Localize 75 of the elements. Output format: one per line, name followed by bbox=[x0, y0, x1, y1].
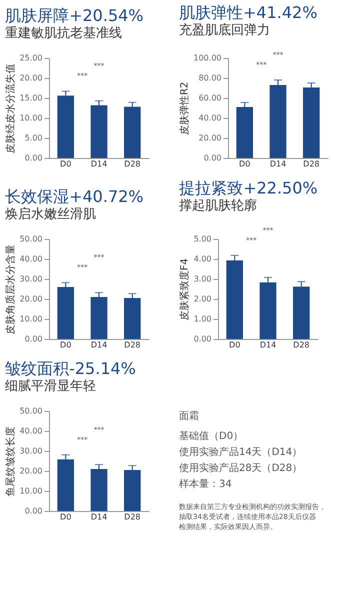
text: 样本量：34 bbox=[179, 478, 232, 490]
y-tick-label: 10.00 bbox=[20, 114, 42, 122]
y-tick-label: 20.00 bbox=[20, 466, 42, 476]
x-tick-label: D0 bbox=[239, 160, 250, 168]
y-tick-label: 20.00 bbox=[20, 294, 42, 304]
bar bbox=[57, 96, 74, 158]
y-tick-label: 10.00 bbox=[20, 486, 42, 496]
chart-subtitle: 撑起肌肤轮廓 bbox=[179, 198, 258, 214]
y-tick-label: 5.00 bbox=[194, 234, 212, 244]
y-tick-label: 1.00 bbox=[194, 314, 212, 324]
y-tick-label: 0.00 bbox=[24, 506, 42, 516]
x-tick-label: D14 bbox=[90, 512, 108, 522]
x-tick-label: D28 bbox=[293, 340, 310, 350]
y-tick-label: 0.00 bbox=[194, 334, 212, 344]
bar bbox=[226, 260, 243, 339]
y-axis-title: 皮肤紧致度F4 bbox=[178, 258, 191, 321]
y-tick-label: 60.00 bbox=[198, 94, 222, 102]
bar bbox=[90, 297, 108, 339]
y-axis-title: 皮肤经皮水分流失值 bbox=[4, 64, 17, 154]
y-tick-label: 40.00 bbox=[20, 426, 42, 436]
y-tick-label: 30.00 bbox=[20, 274, 42, 284]
y-tick-label: 20.00 bbox=[20, 74, 42, 82]
x-tick-label: D0 bbox=[60, 340, 72, 350]
x-tick-label: D14 bbox=[270, 160, 286, 168]
chart-subtitle: 细腻平滑显年轻 bbox=[5, 379, 96, 394]
x-tick-label: D0 bbox=[60, 160, 72, 168]
x-tick-label: D28 bbox=[124, 512, 141, 522]
y-tick-label: 20.00 bbox=[198, 134, 222, 142]
y-tick-label: 40.00 bbox=[198, 114, 222, 122]
bar bbox=[124, 298, 141, 339]
y-tick-label: 0.00 bbox=[24, 154, 42, 162]
bar bbox=[303, 88, 320, 158]
y-tick-label: 50.00 bbox=[20, 234, 42, 244]
x-tick-label: D14 bbox=[90, 340, 108, 350]
y-axis-title: 皮肤弹性R2 bbox=[178, 82, 191, 136]
chart-title: 长效保湿+40.72% bbox=[5, 187, 144, 206]
bar bbox=[57, 287, 74, 339]
y-tick-label: 4.00 bbox=[194, 254, 212, 264]
chart-title: 肌肤屏障+20.54% bbox=[5, 6, 144, 25]
y-tick-label: 40.00 bbox=[20, 254, 42, 264]
y-tick-label: 80.00 bbox=[198, 74, 222, 82]
text: 使用实验产品14天（D14） bbox=[179, 446, 302, 458]
y-tick-label: 2.00 bbox=[194, 294, 212, 304]
text: 使用实验产品28天（D28） bbox=[179, 462, 302, 474]
y-tick-label: 15.00 bbox=[20, 94, 42, 102]
text: 面霜 bbox=[179, 411, 199, 422]
x-tick-label: D0 bbox=[229, 340, 240, 350]
y-tick-label: 0.00 bbox=[204, 154, 222, 162]
y-tick-label: 10.00 bbox=[20, 314, 42, 324]
y-tick-label: 5.00 bbox=[24, 134, 42, 142]
y-tick-label: 3.00 bbox=[194, 274, 212, 284]
y-tick-label: 30.00 bbox=[20, 446, 42, 456]
x-tick-label: D28 bbox=[124, 160, 141, 168]
y-axis-title: 鱼尾纹皱纹长度 bbox=[4, 426, 17, 496]
x-tick-label: D28 bbox=[303, 160, 320, 168]
chart-title: 肌肤弹性+41.42% bbox=[179, 3, 318, 22]
x-tick-label: D14 bbox=[260, 340, 276, 350]
x-tick-label: D14 bbox=[90, 160, 108, 168]
chart-subtitle: 焕启水嫩丝滑肌 bbox=[5, 206, 96, 222]
chart-subtitle: 充盈肌底回弹力 bbox=[179, 23, 270, 38]
chart-subtitle: 重建敏肌抗老基准线 bbox=[5, 26, 122, 41]
x-tick-label: D28 bbox=[124, 340, 141, 350]
y-tick-label: 50.00 bbox=[20, 406, 42, 416]
bar bbox=[124, 106, 141, 158]
x-tick-label: D0 bbox=[60, 512, 72, 522]
y-tick-label: 25.00 bbox=[20, 54, 42, 62]
y-tick-label: 0.00 bbox=[24, 334, 42, 344]
bar bbox=[90, 105, 108, 158]
bar bbox=[236, 107, 253, 158]
text: 基础值（D0） bbox=[179, 430, 244, 442]
y-axis-title: 皮肤角质层水分含量 bbox=[4, 244, 17, 334]
chart-title: 皱纹面积-25.14% bbox=[5, 359, 136, 378]
chart-title: 提拉紧致+22.50% bbox=[179, 178, 318, 198]
bar bbox=[260, 282, 276, 339]
y-tick-label: 100.00 bbox=[194, 54, 222, 62]
